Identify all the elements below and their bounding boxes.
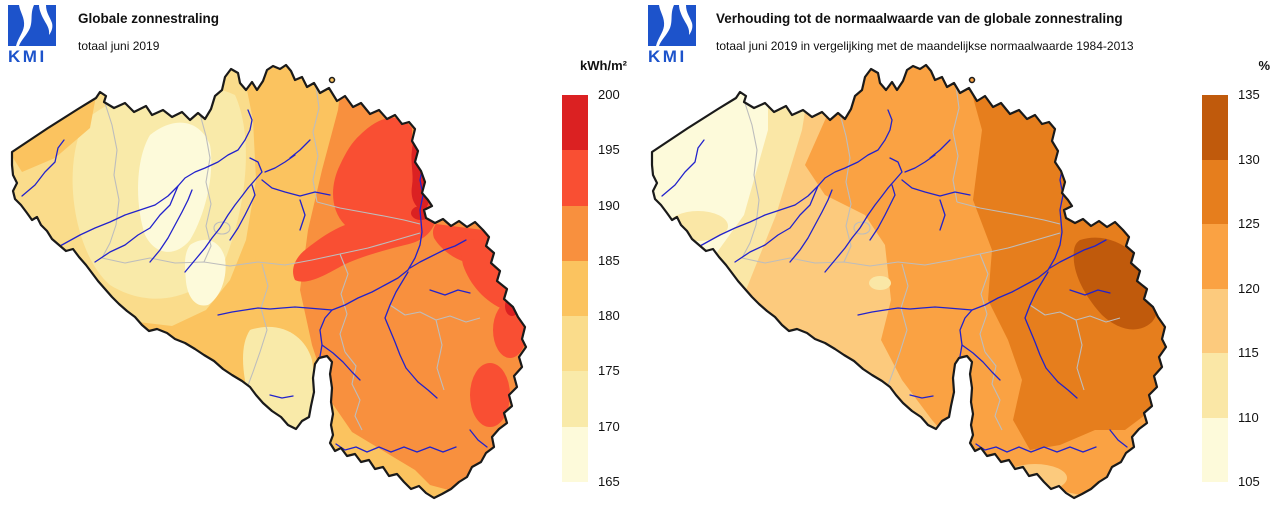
- legend-tick-label: 135: [1238, 87, 1260, 102]
- fill-patch-110-115: [668, 211, 728, 241]
- legend-tick-label: 105: [1238, 474, 1260, 489]
- legend-color-segment: [1202, 95, 1228, 160]
- kmi-logo-text: KMI: [648, 47, 687, 66]
- baarle-hertog-exclave: [328, 76, 336, 84]
- legend-color-segment: [562, 426, 588, 482]
- fill-spot-110-115: [869, 276, 891, 290]
- legend-color-segment: [562, 95, 588, 151]
- fill-patch-115-120: [1003, 464, 1067, 492]
- belgium-map-solar-ratio: [650, 63, 1168, 500]
- legend-color-segment: [562, 205, 588, 261]
- legend-tick-label: 165: [598, 474, 620, 489]
- fill-hotspot-130-135: [1104, 303, 1120, 317]
- legend-tick-label: 175: [598, 363, 620, 379]
- legend-ticks-right: 135 130 125 120 115 110 105: [1238, 87, 1278, 489]
- legend-unit-left: kWh/m²: [580, 58, 627, 73]
- page-title-left: Globale zonnestraling: [78, 11, 220, 26]
- legend-color-segment: [1202, 159, 1228, 224]
- belgium-map-solar-total: [10, 63, 528, 500]
- legend-tick-label: 110: [1238, 409, 1259, 425]
- baarle-hertog-exclave: [968, 76, 976, 84]
- header-right: KMI Verhouding tot de normaalwaarde van …: [640, 0, 1280, 70]
- kmi-logo-text: KMI: [8, 47, 47, 66]
- legend-tick-label: 115: [1238, 345, 1259, 360]
- legend-unit-right: %: [1258, 58, 1270, 73]
- kmi-logo: KMI: [8, 5, 64, 65]
- page-subtitle-left: totaal juni 2019: [78, 38, 160, 53]
- legend-color-segment: [1202, 224, 1228, 289]
- legend-colorbar-left: [562, 95, 588, 482]
- kmi-logo-icon: [648, 5, 696, 46]
- fill-band-190-195: [293, 117, 435, 282]
- legend-colorbar-right: [1202, 95, 1228, 482]
- fill-spot-180-185: [242, 253, 256, 265]
- legend-tick-label: 180: [598, 308, 620, 324]
- legend-color-segment: [562, 260, 588, 317]
- fill-band-165-170: [184, 239, 226, 306]
- legend-color-segment: [1202, 288, 1228, 353]
- legend-tick-label: 185: [598, 252, 620, 268]
- legend-tick-label: 200: [598, 87, 620, 102]
- kmi-logo: KMI: [648, 5, 704, 65]
- legend-ticks-left: 200 195 190 185 180 175 170 165: [598, 87, 638, 489]
- page-subtitle-right: totaal juni 2019 in vergelijking met de …: [716, 38, 1134, 53]
- legend-tick-label: 120: [1238, 280, 1260, 296]
- legend-color-segment: [1202, 353, 1228, 418]
- legend-tick-label: 125: [1238, 216, 1260, 231]
- legend-tick-label: 190: [598, 197, 620, 213]
- kmi-logo-icon: [8, 5, 56, 46]
- legend-color-segment: [1202, 417, 1228, 482]
- legend-color-segment: [562, 316, 588, 372]
- fill-band-190-195: [470, 363, 510, 427]
- legend-tick-label: 130: [1238, 151, 1260, 167]
- legend-tick-label: 195: [598, 142, 620, 158]
- header-left: KMI Globale zonnestraling totaal juni 20…: [0, 0, 640, 70]
- legend-color-segment: [562, 371, 588, 427]
- fill-coast-180-185: [12, 96, 96, 172]
- legend-color-segment: [562, 150, 588, 206]
- legend-tick-label: 170: [598, 418, 620, 434]
- page-title-right: Verhouding tot de normaalwaarde van de g…: [716, 11, 1123, 26]
